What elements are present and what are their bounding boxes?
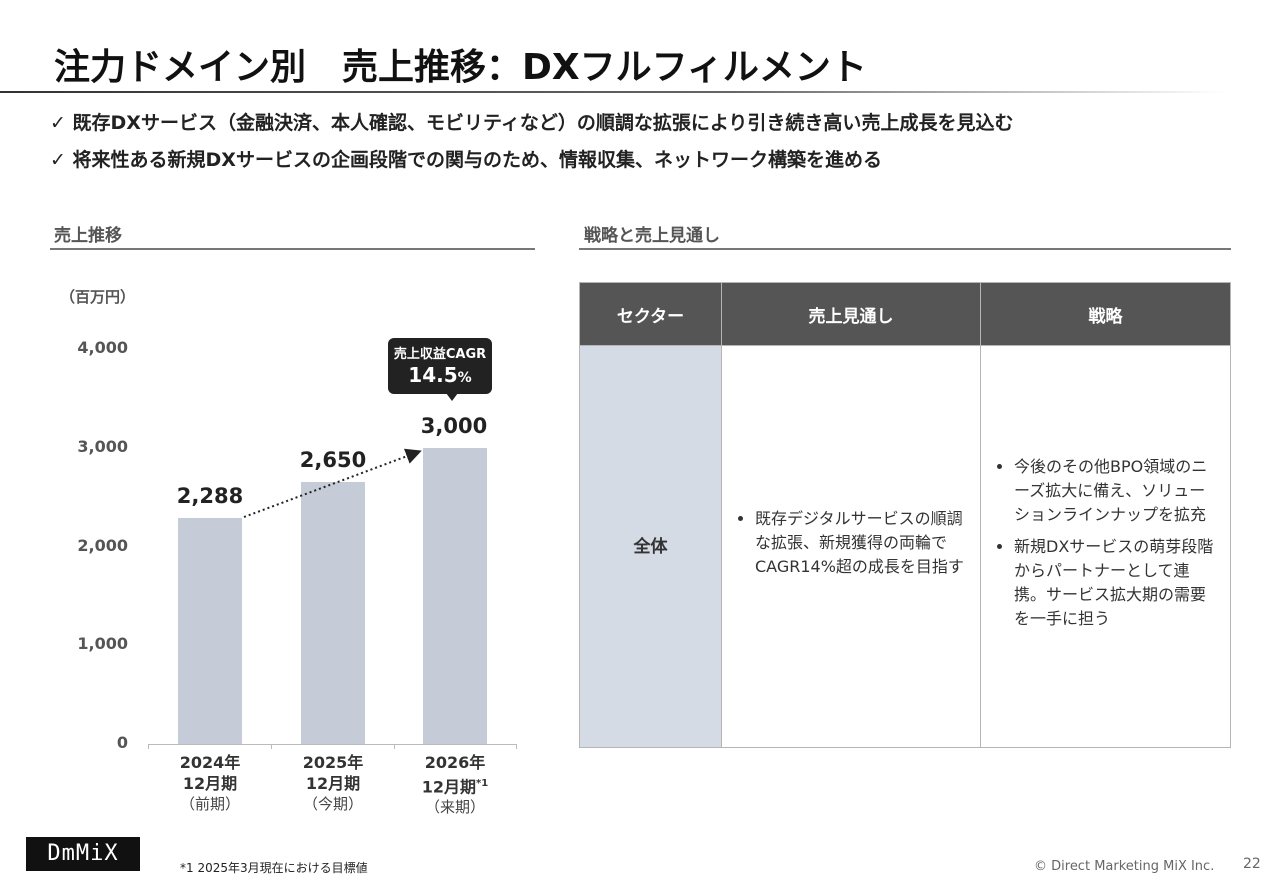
x-category-label: 2025年 12月期 （今期）: [273, 752, 393, 815]
section-heading-sales: 売上推移: [54, 226, 122, 246]
header-sector: セクター: [579, 282, 722, 346]
strategy-item: 新規DXサービスの萌芽段階からパートナーとして連携。サービス拡大期の需要を一手に…: [1014, 535, 1217, 631]
bullet-1: ✓ 既存DXサービス（金融決済、本人確認、モビリティなど）の順調な拡張により引き…: [50, 112, 1014, 134]
x-axis-tick: [394, 744, 395, 749]
bar-value-label: 2,288: [176, 484, 244, 509]
y-tick-label: 0: [116, 733, 128, 752]
y-tick-label: 4,000: [77, 338, 128, 357]
category-period: 12月期: [421, 777, 477, 797]
category-year: 2024年: [179, 753, 241, 772]
cagr-unit: %: [457, 370, 472, 386]
outlook-item: 既存デジタルサービスの順調な拡張、新規獲得の両輪でCAGR14%超の成長を目指す: [755, 507, 967, 579]
x-category-label: 2024年 12月期 （前期）: [150, 752, 270, 815]
strategy-item: 今後のその他BPO領域のニーズ拡大に備え、ソリューションラインナップを拡充: [1014, 455, 1217, 527]
category-year: 2025年: [302, 753, 364, 772]
page-number: 22: [1243, 856, 1261, 872]
section-heading-strategy: 戦略と売上見通し: [584, 226, 720, 246]
company-logo: DmMiX: [26, 837, 140, 871]
cagr-callout: 売上収益CAGR 14.5%: [388, 338, 492, 394]
cagr-label: 売上収益CAGR: [393, 347, 487, 362]
bar-value-label: 3,000: [420, 413, 488, 438]
category-period: 12月期: [305, 774, 361, 793]
bar-value-label: 2,650: [299, 448, 367, 473]
cell-sector: 全体: [579, 345, 722, 748]
footnote: *1 2025年3月現在における目標値: [180, 861, 368, 875]
page-title: 注力ドメイン別 売上推移：DXフルフィルメント: [54, 47, 867, 88]
category-year: 2026年: [424, 753, 486, 772]
strategy-table: セクター 売上見通し 戦略 全体 既存デジタルサービスの順調な拡張、新規獲得の両…: [579, 282, 1231, 748]
x-category-label: 2026年 12月期*1 （来期）: [395, 752, 515, 818]
section-rule-right: [579, 248, 1231, 250]
copyright: © Direct Marketing MiX Inc.: [1034, 859, 1215, 874]
cell-outlook: 既存デジタルサービスの順調な拡張、新規獲得の両輪でCAGR14%超の成長を目指す: [721, 345, 981, 748]
category-period: 12月期: [182, 774, 238, 793]
category-note: （来期）: [424, 798, 485, 817]
category-note: （前期）: [179, 795, 240, 813]
cagr-value: 14.5: [408, 363, 458, 387]
title-underline: [0, 91, 1225, 93]
header-strategy: 戦略: [980, 282, 1231, 346]
bullet-2: ✓ 将来性ある新規DXサービスの企画段階での関与のため、情報収集、ネットワーク構…: [50, 149, 882, 171]
bar: [423, 447, 487, 744]
unit-label: （百万円）: [60, 288, 136, 306]
x-axis-baseline: [148, 744, 516, 745]
y-tick-label: 2,000: [77, 535, 128, 555]
category-note: （今期）: [302, 795, 363, 813]
y-tick-label: 3,000: [77, 436, 128, 456]
section-rule-left: [50, 248, 535, 250]
x-axis-tick: [148, 744, 149, 749]
x-axis-tick: [271, 744, 272, 749]
bar: [178, 518, 242, 744]
x-axis-tick: [516, 744, 517, 749]
cagr-callout-pointer: [446, 393, 458, 401]
bar: [301, 482, 365, 744]
header-outlook: 売上見通し: [721, 282, 981, 346]
footnote-marker: *1: [476, 778, 489, 789]
cell-strategy: 今後のその他BPO領域のニーズ拡大に備え、ソリューションラインナップを拡充 新規…: [980, 345, 1231, 748]
y-tick-label: 1,000: [77, 634, 128, 654]
